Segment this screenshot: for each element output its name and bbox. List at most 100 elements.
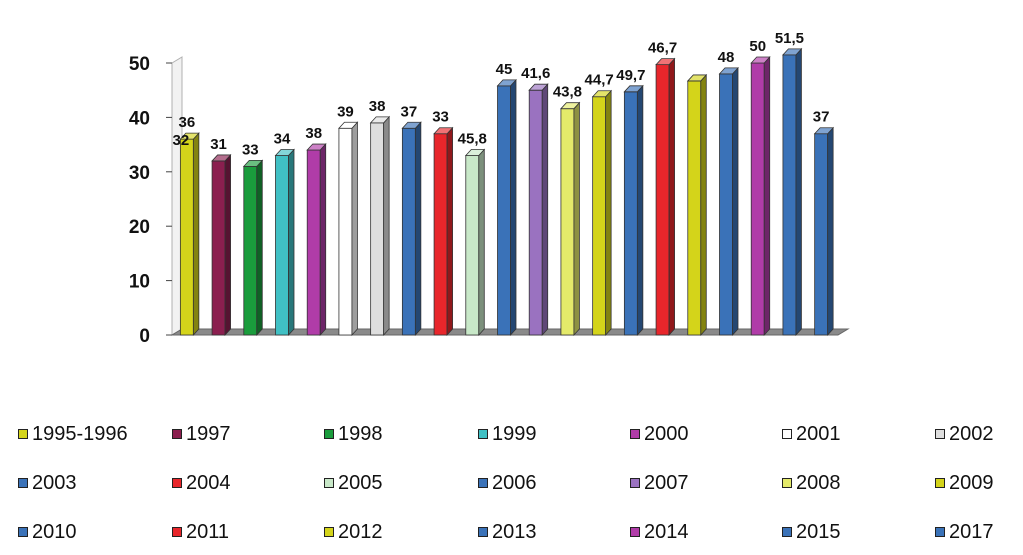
bar-2000 — [306, 143, 327, 337]
legend-item: 2010 — [18, 520, 77, 544]
legend-label: 2014 — [644, 520, 689, 543]
legend-item: 2002 — [935, 422, 994, 446]
legend-label: 2009 — [949, 471, 994, 494]
bar-front — [655, 64, 670, 336]
y-tick-label: 0 — [139, 326, 150, 347]
legend-label: 2008 — [796, 471, 841, 494]
legend-item: 1999 — [478, 422, 537, 446]
bar-top — [686, 74, 708, 82]
legend-label: 1998 — [338, 422, 383, 445]
legend-item: 2007 — [630, 471, 689, 495]
bar-front — [401, 127, 416, 336]
bar-top — [750, 56, 771, 64]
bar-2012 — [686, 73, 708, 337]
bar-2017 — [813, 126, 835, 337]
legend-item: 2013 — [478, 520, 537, 544]
data-label: 31 — [210, 136, 227, 153]
bar-top — [560, 102, 581, 110]
legend-label: 1995-1996 — [32, 422, 128, 445]
bar-front — [338, 127, 353, 336]
bar-side — [478, 148, 485, 337]
legend-item: 2001 — [782, 422, 841, 446]
legend-swatch — [782, 429, 792, 439]
bar-front — [687, 80, 702, 336]
bar-2002 — [369, 115, 391, 337]
bar-side — [605, 89, 612, 337]
legend-swatch — [324, 527, 334, 537]
legend-swatch — [172, 527, 182, 537]
bar-front — [370, 122, 385, 336]
legend-item: 2015 — [782, 520, 841, 544]
legend-label: 1999 — [492, 422, 537, 445]
legend-label: 2012 — [338, 520, 383, 543]
legend-label: 2000 — [644, 422, 689, 445]
bar-top — [306, 143, 327, 151]
legend-swatch — [630, 527, 640, 537]
legend-swatch — [782, 478, 792, 488]
bar-side — [573, 101, 580, 337]
bar-side — [192, 132, 200, 337]
bar-top — [718, 67, 739, 75]
bar-side — [383, 115, 390, 337]
data-label: 37 — [813, 109, 830, 126]
bar-2015 — [782, 47, 803, 337]
legend-swatch — [935, 478, 945, 488]
legend-item: 1995-1996 — [18, 422, 128, 446]
bar-top — [242, 159, 264, 167]
legend-swatch — [478, 527, 488, 537]
legend-item: 1997 — [172, 422, 231, 446]
bar-top — [813, 127, 835, 135]
bar-side — [224, 153, 231, 337]
legend-swatch — [172, 429, 182, 439]
data-label: 38 — [369, 98, 386, 115]
bar-front — [179, 138, 194, 336]
bar-2014 — [750, 55, 771, 337]
legend-item: 2014 — [630, 520, 689, 544]
bar-top — [433, 127, 454, 135]
bar-front — [306, 149, 321, 336]
data-label: 45,8 — [458, 130, 487, 147]
bar-2008 — [560, 101, 581, 337]
bar-side — [700, 73, 707, 337]
bar-front — [211, 160, 226, 336]
bar-front — [814, 133, 829, 336]
legend-item: 2008 — [782, 471, 841, 495]
data-label: 43,8 — [553, 84, 582, 101]
bar-front — [592, 96, 607, 336]
bar-2006 — [496, 78, 517, 337]
bar-front — [465, 155, 480, 336]
legend-label: 2015 — [796, 520, 841, 543]
bar-1995-1996 — [179, 132, 200, 337]
y-tick-label: 40 — [129, 108, 150, 129]
bar-side — [668, 57, 675, 337]
bar-2005 — [464, 148, 486, 337]
legend: 1995-1996 1997 1998 1999 2000 2001 2002 2003 200… — [0, 418, 1023, 553]
data-label: 34 — [274, 130, 291, 147]
bar-front — [497, 85, 511, 336]
y-tick-label: 50 — [129, 54, 150, 75]
data-label: 51,5 — [775, 30, 804, 47]
bar-front — [719, 73, 733, 336]
axes-group: 0 10 20 30 40 50 — [129, 54, 850, 347]
legend-label: 2007 — [644, 471, 689, 494]
chart-area: 0 10 20 30 40 50 36 32 31 33 34 38 39 38 37 33 45,8 45 41… — [129, 30, 850, 347]
legend-label: 2006 — [492, 471, 537, 494]
data-label: 32 — [173, 132, 190, 149]
legend-item: 2011 — [172, 520, 229, 544]
legend-swatch — [630, 478, 640, 488]
bar-top — [528, 83, 549, 91]
bar-2004 — [433, 126, 454, 337]
data-label: 44,7 — [585, 72, 614, 89]
bar-top — [179, 132, 200, 140]
legend-swatch — [18, 478, 28, 488]
data-label: 39 — [337, 103, 354, 120]
data-label: 41,6 — [521, 65, 550, 82]
bar-1999 — [274, 148, 295, 337]
bar-2011 — [655, 57, 676, 337]
data-label: 38 — [305, 125, 322, 142]
bar-top — [401, 121, 422, 129]
y-tick-label: 30 — [129, 163, 150, 184]
bar-side — [827, 126, 834, 337]
legend-label: 2011 — [186, 520, 230, 543]
